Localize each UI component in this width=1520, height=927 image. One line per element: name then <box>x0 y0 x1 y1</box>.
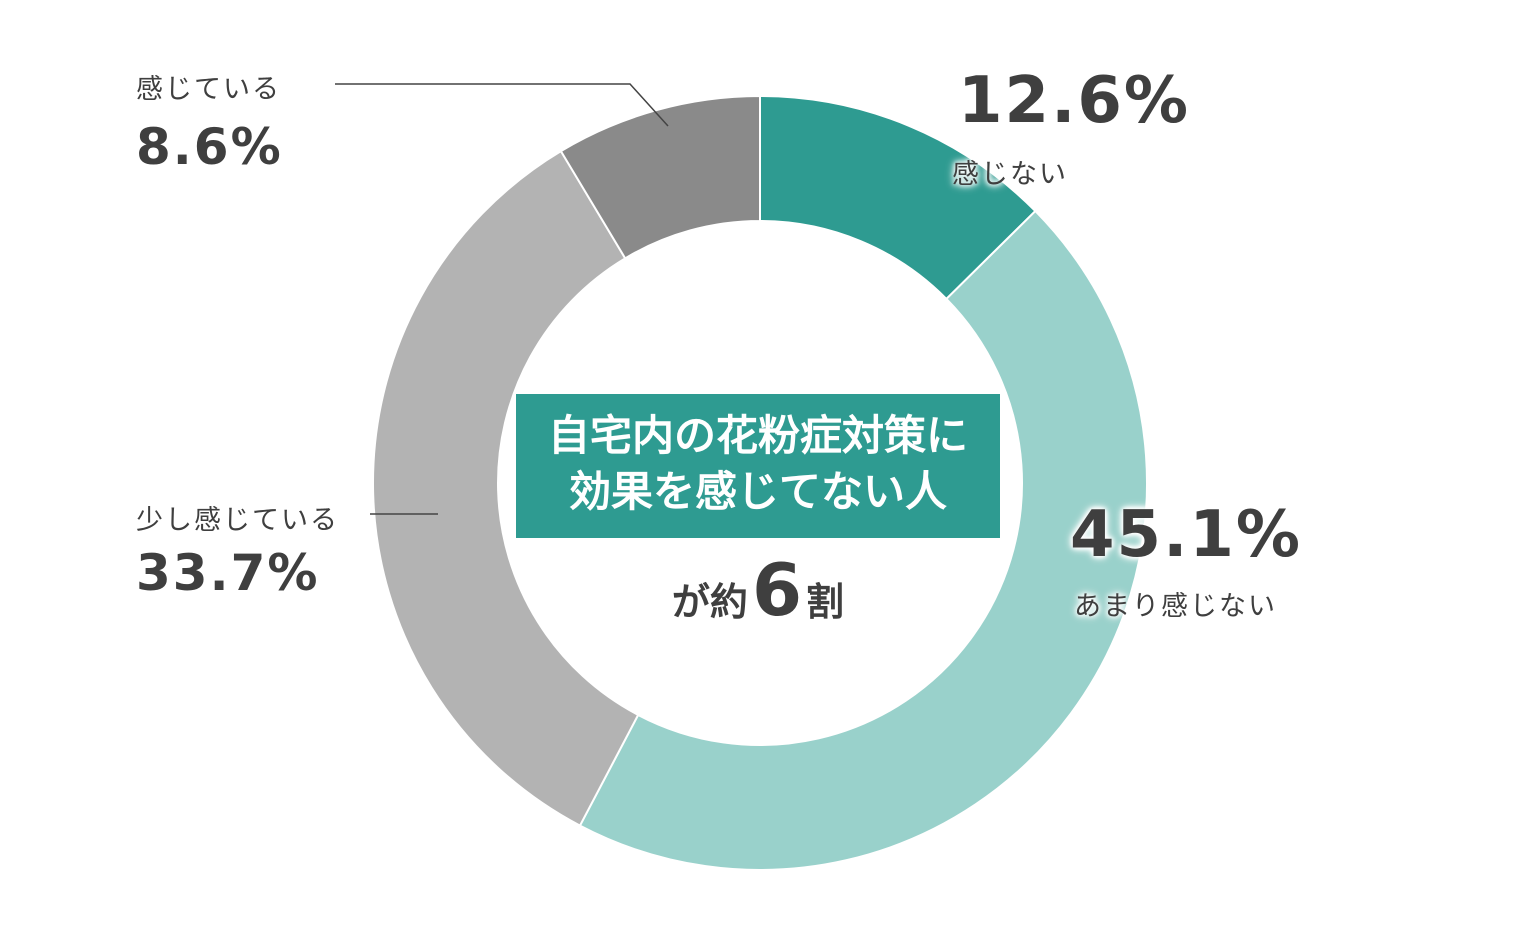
center-headline-line1: 自宅内の花粉症対策に <box>547 411 968 460</box>
donut-slices <box>372 94 1148 871</box>
slice-name-label-1: あまり感じない <box>1074 591 1277 622</box>
slice-name-label-3: 感じている <box>136 74 281 105</box>
slice-value-label-1: 45.1% <box>1070 498 1303 572</box>
donut-slice-3 <box>559 94 761 260</box>
center-headline-line2: 効果を感じてない人 <box>568 467 947 516</box>
center-sub-prefix: が約 <box>671 580 748 624</box>
donut-slice-1 <box>578 209 1148 871</box>
leader-line-kanjiteiru <box>335 83 669 127</box>
slice-value-label-3: 8.6% <box>136 118 283 176</box>
slice-name-label-2: 少し感じている <box>136 505 339 536</box>
center-sub-suffix: 割 <box>806 580 845 624</box>
slice-value-label-2: 33.7% <box>136 544 320 602</box>
slice-name-label-0: 感じない <box>952 159 1068 190</box>
center-subline: が約6 割 <box>516 548 1000 632</box>
slice-value-label-0: 12.6% <box>958 64 1191 138</box>
center-sub-number: 6 <box>751 548 803 632</box>
center-headline-box: 自宅内の花粉症対策に 効果を感じてない人 <box>516 394 1000 538</box>
donut-slice-2 <box>372 149 640 827</box>
leader-lines <box>335 83 669 515</box>
